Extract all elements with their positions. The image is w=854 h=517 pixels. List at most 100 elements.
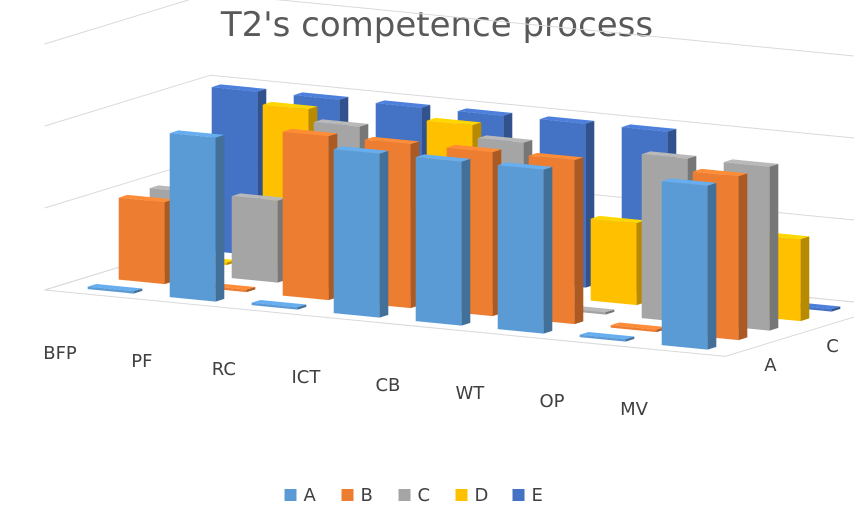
bar-side-face: [574, 157, 584, 325]
x-tick-label: OP: [539, 391, 564, 412]
bar-A-ICT: [333, 146, 389, 318]
bar-top-face: [641, 151, 697, 159]
bar-side-face: [625, 336, 635, 342]
bar-front-face: [610, 325, 657, 333]
bar-front-face: [661, 181, 708, 350]
bar-A-CB: [415, 154, 471, 326]
bar-top-face: [87, 284, 143, 292]
bar-top-face: [610, 322, 666, 330]
bar-top-face: [446, 144, 502, 153]
bar-side-face: [769, 163, 779, 331]
axis-labels: 012BFPPFRCICTCBWTOPMVECA: [43, 336, 839, 420]
bar-front-face: [87, 286, 134, 294]
x-tick-label: PF: [131, 351, 152, 372]
bar-top-face: [118, 194, 174, 203]
chart-title: T2's competence process: [220, 5, 653, 45]
x-tick-label: RC: [212, 359, 236, 380]
bar-side-face: [379, 150, 389, 318]
legend-swatch: [341, 489, 354, 501]
legend-label: E: [532, 485, 543, 506]
bar-front-face: [231, 196, 278, 283]
bar-top-face: [497, 162, 553, 170]
legend-swatch: [398, 489, 411, 501]
bar-top-face: [293, 92, 349, 100]
legend-label: C: [418, 485, 431, 506]
legend-item: D: [455, 485, 489, 506]
x-tick-label: CB: [375, 375, 400, 396]
bar-top-face: [333, 146, 389, 154]
bar-top-face: [457, 108, 513, 116]
bar-front-face: [282, 131, 329, 301]
depth-tick-label: A: [764, 355, 777, 376]
legend-item: E: [512, 485, 543, 506]
bar-A-MV: [661, 178, 717, 350]
bar-A-OP: [579, 332, 635, 342]
bars: [87, 84, 841, 350]
legend-item: C: [398, 485, 431, 506]
legend-label: A: [304, 485, 317, 506]
bar-top-face: [415, 154, 471, 162]
bar-front-face: [169, 133, 216, 302]
x-tick-label: MV: [620, 399, 649, 420]
bar-side-face: [246, 287, 256, 293]
bar-top-face: [282, 128, 338, 137]
bar-A-RC: [251, 300, 307, 310]
bar-B-OP: [610, 322, 666, 333]
bar-side-face: [605, 309, 615, 315]
bar-top-face: [251, 300, 307, 308]
legend-label: D: [475, 485, 489, 506]
bar-top-face: [579, 332, 635, 340]
bar-A-PF: [169, 130, 225, 302]
bar-A-BFP: [87, 284, 143, 294]
x-tick-label: ICT: [291, 367, 321, 388]
bar-top-face: [590, 215, 646, 224]
legend-item: B: [341, 485, 373, 506]
bar-top-face: [211, 84, 267, 92]
bar-front-face: [333, 149, 380, 318]
bar-side-face: [215, 134, 225, 302]
bar-top-face: [313, 119, 369, 127]
bar-side-face: [831, 306, 841, 312]
x-tick-label: WT: [456, 383, 486, 404]
bar-top-face: [621, 124, 677, 132]
legend-item: A: [284, 485, 317, 506]
bar-front-face: [118, 197, 165, 285]
bar-side-face: [543, 166, 553, 334]
bar-top-face: [528, 152, 584, 161]
bar-front-face: [415, 157, 462, 326]
bar-side-face: [461, 158, 471, 326]
bar-front-face: [497, 165, 544, 334]
bar-front-face: [579, 334, 626, 342]
bar-C-PF: [231, 193, 287, 283]
bar-B-BFP: [118, 194, 174, 285]
bar-side-face: [707, 182, 717, 350]
bar-side-face: [800, 236, 810, 322]
bar-front-face: [590, 218, 637, 306]
bar-top-face: [364, 136, 420, 145]
x-tick-label: BFP: [43, 343, 77, 364]
legend-swatch: [284, 489, 297, 501]
bar-top-face: [539, 116, 595, 124]
bar-top-face: [262, 101, 318, 110]
legend-swatch: [512, 489, 525, 501]
legend: A B C D E: [284, 485, 543, 506]
bar-top-face: [375, 100, 431, 108]
legend-swatch: [455, 489, 468, 501]
bar-B-RC: [282, 128, 338, 301]
bar-top-face: [692, 168, 748, 177]
legend-label: B: [361, 485, 373, 506]
bar-top-face: [426, 117, 482, 126]
bar-top-face: [723, 159, 779, 167]
gridline: [44, 74, 854, 139]
bar-top-face: [477, 135, 533, 143]
bar-side-face: [133, 288, 143, 294]
bar-top-face: [231, 193, 287, 201]
bar-D-WT: [590, 215, 646, 306]
bar-top-face: [169, 130, 225, 138]
bar-side-face: [297, 304, 307, 310]
bar-front-face: [251, 302, 298, 310]
bar-A-WT: [497, 162, 553, 334]
depth-tick-label: C: [826, 336, 839, 357]
bar-side-face: [738, 173, 748, 341]
